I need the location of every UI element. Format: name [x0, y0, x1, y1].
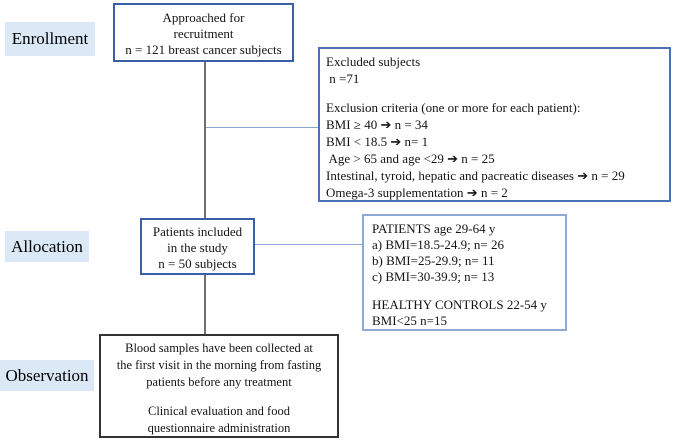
box-line: Blood samples have been collected at — [125, 341, 313, 355]
spacer-line — [326, 87, 666, 99]
spacer-line — [101, 391, 337, 403]
box-line: n = 121 breast cancer subjects — [125, 42, 282, 57]
box-line: Exclusion criteria (one or more for each… — [326, 100, 581, 115]
box-line: BMI < 18.5 ➔ n= 1 — [326, 134, 429, 149]
box-line: PATIENTS age 29-64 y — [372, 221, 496, 236]
box-line: patients before any treatment — [146, 375, 292, 389]
box-line: c) BMI=30-39.9; n= 13 — [372, 269, 495, 284]
observation-box: Blood samples have been collected at the… — [99, 334, 339, 438]
box-line: Omega-3 supplementation ➔ n = 2 — [326, 185, 508, 200]
patients-included-box: Patients included in the study n = 50 su… — [140, 218, 255, 275]
box-line: Intestinal, tyroid, hepatic and pacreati… — [326, 168, 625, 183]
stage-label-allocation: Allocation — [5, 231, 89, 262]
box-line: BMI ≥ 40 ➔ n = 34 — [326, 117, 428, 132]
box-line: Patients included — [152, 224, 243, 239]
connector-branch-groups — [255, 244, 362, 245]
box-line: Clinical evaluation and food — [148, 404, 290, 418]
box-line: n =71 — [326, 71, 360, 86]
approached-recruitment-box: Approached for recruitment n = 121 breas… — [113, 3, 294, 62]
box-line: in the study — [167, 240, 228, 255]
box-line: Age > 65 and age <29 ➔ n = 25 — [326, 151, 495, 166]
box-line: b) BMI=25-29.9; n= 11 — [372, 253, 495, 268]
connector-trunk-bottom — [204, 275, 206, 334]
connector-branch-excluded — [206, 127, 318, 128]
allocation-groups-box: PATIENTS age 29-64 y a) BMI=18.5-24.9; n… — [362, 214, 567, 331]
box-line: Approached for — [162, 10, 245, 25]
box-line: a) BMI=18.5-24.9; n= 26 — [372, 237, 505, 252]
box-line: the first visit in the morning from fast… — [116, 358, 322, 372]
box-line: HEALTHY CONTROLS 22-54 y — [372, 297, 547, 312]
box-line: BMI<25 n=15 — [372, 313, 447, 328]
box-line: n = 50 subjects — [158, 256, 237, 271]
box-line: Excluded subjects — [326, 54, 421, 69]
stage-label-observation: Observation — [0, 360, 94, 391]
connector-trunk-top — [204, 62, 206, 218]
spacer-line — [372, 285, 563, 297]
box-line: recruitment — [173, 26, 234, 41]
box-line: questionnaire administration — [147, 421, 291, 435]
excluded-subjects-box: Excluded subjects n =71 Exclusion criter… — [318, 47, 671, 202]
stage-label-enrollment: Enrollment — [5, 22, 95, 56]
